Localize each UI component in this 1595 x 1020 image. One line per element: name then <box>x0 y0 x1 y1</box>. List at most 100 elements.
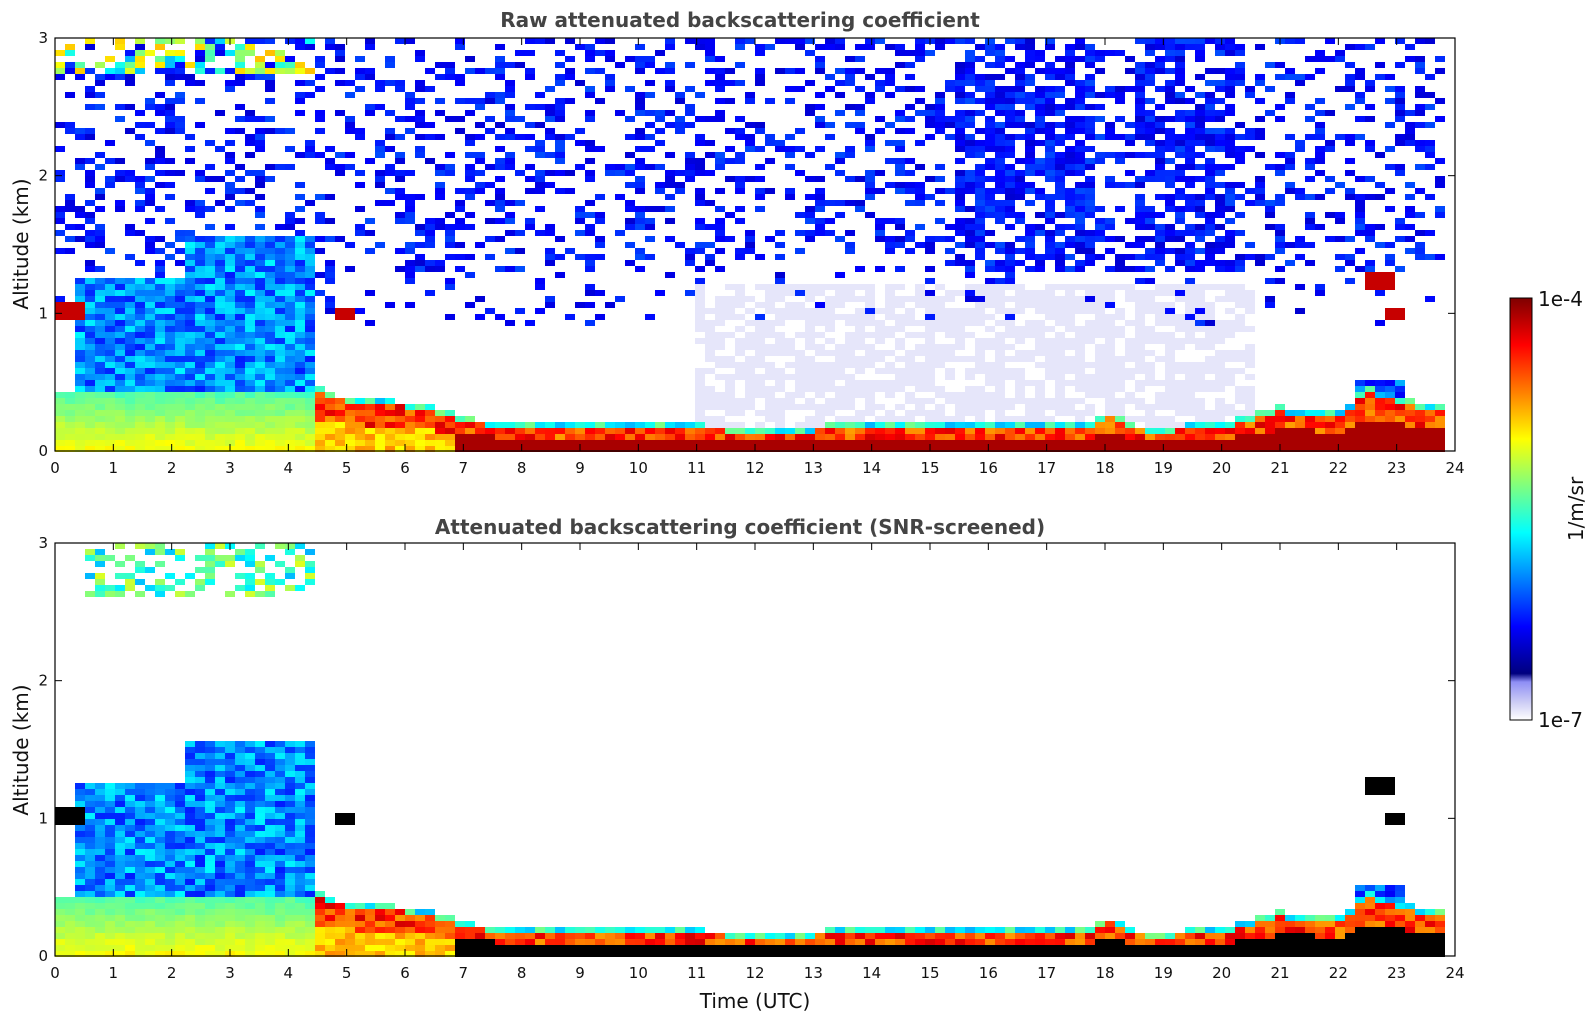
heatmap-cell <box>255 404 265 410</box>
heatmap-cell <box>985 86 995 92</box>
heatmap-cell <box>765 344 775 350</box>
heatmap-cell <box>1415 410 1425 416</box>
heatmap-cell <box>1055 242 1065 248</box>
heatmap-cell <box>695 302 705 308</box>
heatmap-cell <box>75 284 85 290</box>
heatmap-cell <box>985 428 995 434</box>
heatmap-cell <box>1275 278 1285 284</box>
heatmap-cell <box>755 392 765 398</box>
heatmap-cell <box>175 284 185 290</box>
heatmap-cell <box>965 176 975 182</box>
heatmap-cell <box>915 284 925 290</box>
heatmap-cell <box>195 68 205 74</box>
heatmap-cell <box>95 945 105 951</box>
heatmap-cell <box>1085 206 1095 212</box>
heatmap-cell <box>1235 434 1245 440</box>
heatmap-cell <box>1005 278 1015 284</box>
heatmap-cell <box>115 398 125 404</box>
heatmap-cell <box>205 206 215 212</box>
heatmap-cell <box>455 242 465 248</box>
heatmap-cell <box>995 110 1005 116</box>
heatmap-cell <box>115 68 125 74</box>
heatmap-cell <box>815 410 825 416</box>
heatmap-cell <box>1185 164 1195 170</box>
heatmap-cell <box>325 302 335 308</box>
heatmap-cell <box>1405 434 1415 440</box>
heatmap-cell <box>1185 248 1195 254</box>
heatmap-cell <box>515 428 525 434</box>
heatmap-cell <box>1135 428 1145 434</box>
heatmap-cell <box>795 170 805 176</box>
heatmap-cell <box>995 128 1005 134</box>
heatmap-cell <box>195 326 205 332</box>
heatmap-cell <box>1045 146 1055 152</box>
heatmap-cell <box>495 188 505 194</box>
heatmap-cell <box>1095 206 1105 212</box>
heatmap-cell <box>1395 98 1405 104</box>
heatmap-cell <box>95 585 105 591</box>
heatmap-cell <box>805 218 815 224</box>
heatmap-cell <box>1375 440 1385 446</box>
heatmap-cell <box>1385 428 1395 434</box>
heatmap-cell <box>1415 428 1425 434</box>
heatmap-cell <box>985 290 995 296</box>
heatmap-cell <box>1135 200 1145 206</box>
heatmap-cell <box>105 885 115 891</box>
heatmap-cell <box>1245 422 1255 428</box>
xtick-label: 16 <box>979 459 998 477</box>
heatmap-cell <box>745 332 755 338</box>
heatmap-cell <box>1245 362 1255 368</box>
heatmap-cell <box>65 410 75 416</box>
heatmap-cell <box>1335 428 1345 434</box>
heatmap-cell <box>175 422 185 428</box>
heatmap-cell <box>125 128 135 134</box>
heatmap-cell <box>825 368 835 374</box>
heatmap-cell <box>525 146 535 152</box>
heatmap-cell <box>865 296 875 302</box>
heatmap-cell <box>105 807 115 813</box>
heatmap-cell <box>1205 416 1215 422</box>
heatmap-cell <box>285 146 295 152</box>
heatmap-cell <box>825 44 835 50</box>
heatmap-cell <box>95 188 105 194</box>
heatmap-cell <box>985 74 995 80</box>
heatmap-cell <box>745 242 755 248</box>
heatmap-cell <box>765 398 775 404</box>
heatmap-cell <box>805 194 815 200</box>
heatmap-cell <box>495 440 505 446</box>
heatmap-cell <box>1215 140 1225 146</box>
heatmap-cell <box>1075 152 1085 158</box>
heatmap-cell <box>1065 206 1075 212</box>
heatmap-cell <box>195 446 205 452</box>
heatmap-cell <box>695 434 705 440</box>
heatmap-cell <box>1355 266 1365 272</box>
heatmap-cell <box>835 80 845 86</box>
heatmap-cell <box>745 386 755 392</box>
heatmap-cell <box>905 86 915 92</box>
heatmap-cell <box>905 380 915 386</box>
heatmap-cell <box>85 843 95 849</box>
heatmap-cell <box>315 236 325 242</box>
heatmap-cell <box>265 368 275 374</box>
heatmap-cell <box>1015 170 1025 176</box>
heatmap-cell <box>125 903 135 909</box>
heatmap-cell <box>1065 380 1075 386</box>
heatmap-cell <box>65 422 75 428</box>
heatmap-cell <box>1005 422 1015 428</box>
heatmap-cell <box>205 350 215 356</box>
heatmap-cell <box>1095 422 1105 428</box>
heatmap-cell <box>275 296 285 302</box>
heatmap-cell <box>405 266 415 272</box>
heatmap-cell <box>125 927 135 933</box>
heatmap-cell <box>585 92 595 98</box>
heatmap-cell <box>135 404 145 410</box>
heatmap-cell <box>115 332 125 338</box>
heatmap-cell <box>1305 74 1315 80</box>
heatmap-cell <box>1315 98 1325 104</box>
heatmap-cell <box>1405 404 1415 410</box>
heatmap-cell <box>1245 290 1255 296</box>
heatmap-cell <box>225 440 235 446</box>
heatmap-cell <box>965 272 975 278</box>
heatmap-cell <box>745 374 755 380</box>
heatmap-cell <box>75 278 85 284</box>
